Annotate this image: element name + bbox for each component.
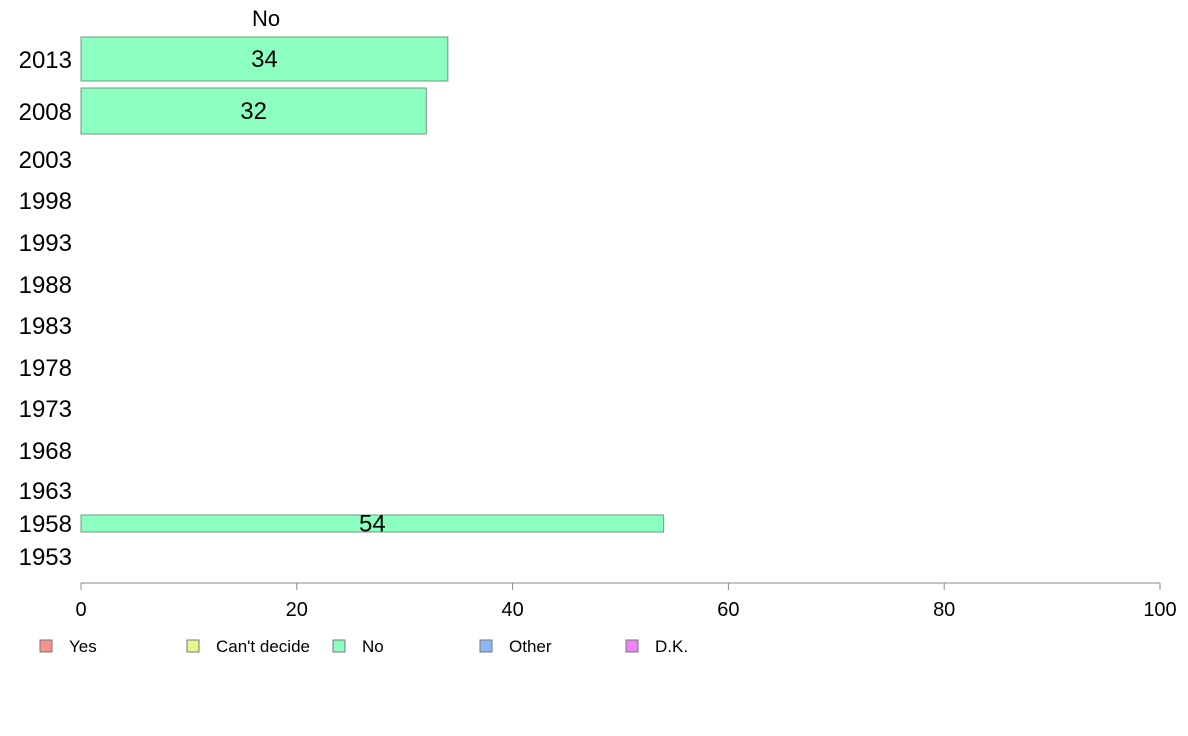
legend-swatch: [332, 639, 346, 653]
legend-swatch: [625, 639, 639, 653]
x-tick-label: 60: [717, 599, 739, 621]
bar: [80, 87, 427, 135]
data-label: 32: [240, 98, 267, 125]
x-tick-label: 0: [75, 599, 86, 621]
legend-label: Yes: [69, 637, 97, 656]
legend-label: D.K.: [655, 637, 688, 656]
bar: [80, 36, 449, 82]
y-tick-label: 1973: [19, 396, 72, 423]
y-tick-label: 1953: [19, 544, 72, 571]
y-tick-label: 1983: [19, 313, 72, 340]
legend-label: Can't decide: [216, 637, 310, 656]
y-tick-label: 1963: [19, 478, 72, 505]
x-tick-label: 20: [286, 599, 308, 621]
y-tick-label: 2013: [19, 47, 72, 74]
legend: Yes Can't decide No Other D.K.: [39, 637, 688, 656]
legend-swatch: [186, 639, 200, 653]
bar: [80, 514, 665, 533]
x-axis: 0 20 40 60 80 100: [75, 582, 1177, 621]
legend-label: Other: [509, 637, 552, 656]
legend-swatch: [39, 639, 53, 653]
y-tick-label: 1958: [19, 511, 72, 538]
column-header: No: [252, 6, 280, 31]
y-tick-label: 1968: [19, 438, 72, 465]
y-tick-label: 2003: [19, 147, 72, 174]
legend-swatch: [479, 639, 493, 653]
y-tick-label: 1978: [19, 355, 72, 382]
x-tick-label: 100: [1143, 599, 1176, 621]
y-tick-label: 1988: [19, 272, 72, 299]
y-tick-label: 1993: [19, 230, 72, 257]
y-tick-label: 1998: [19, 188, 72, 215]
y-axis-labels: 2013 2008 2003 1998 1993 1988 1983 1978 1973 1968…: [19, 47, 72, 571]
x-tick-label: 80: [933, 599, 955, 621]
y-tick-label: 2008: [19, 99, 72, 126]
bars: 34 32 54: [80, 36, 665, 538]
x-tick-label: 40: [501, 599, 523, 621]
data-label: 54: [359, 511, 386, 538]
data-label: 34: [251, 46, 278, 73]
legend-label: No: [362, 637, 384, 656]
